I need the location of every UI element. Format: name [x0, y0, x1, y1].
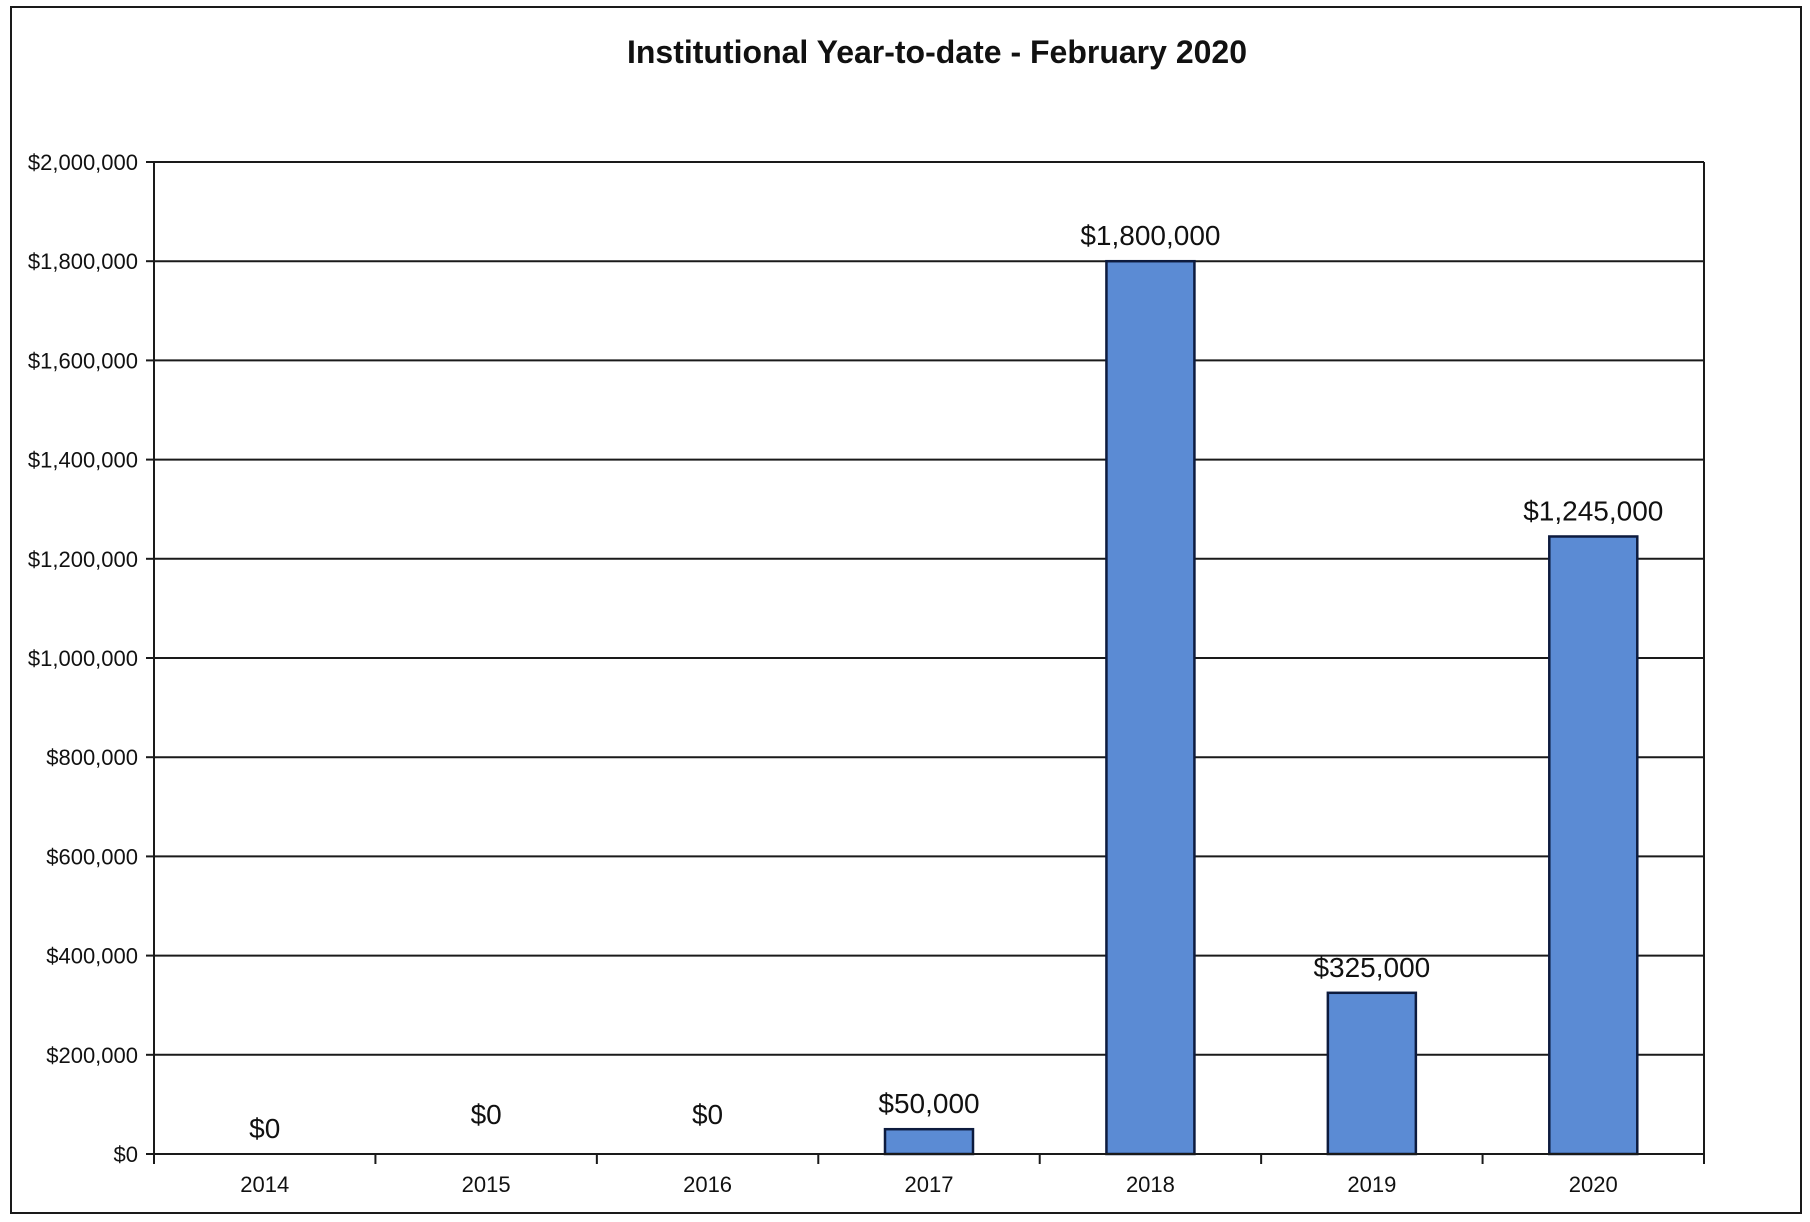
x-tick-label: 2014: [240, 1172, 289, 1197]
y-tick-label: $200,000: [46, 1043, 138, 1068]
bar-2019: [1326, 991, 1418, 1156]
y-tick-label: $1,200,000: [28, 547, 138, 572]
chart-frame: [10, 6, 1802, 1214]
data-label-2015: $0: [471, 1099, 502, 1130]
y-tick-label: $800,000: [46, 745, 138, 770]
x-tick-label: 2018: [1126, 1172, 1175, 1197]
x-axis-tick-labels: 2014 2015 2016 2017 2018 2019 2020: [240, 1172, 1618, 1197]
x-tick-label: 2017: [905, 1172, 954, 1197]
x-tick-label: 2020: [1569, 1172, 1618, 1197]
y-tick-label: $600,000: [46, 844, 138, 869]
data-label-2016: $0: [692, 1099, 723, 1130]
data-label-2017: $50,000: [878, 1088, 979, 1119]
y-tick-label: $2,000,000: [28, 150, 138, 175]
bar-2020: [1548, 535, 1639, 1156]
y-tick-label: $1,000,000: [28, 646, 138, 671]
bar-2017: [883, 1127, 975, 1156]
gridlines: [154, 161, 1704, 1056]
y-tick-label: $0: [114, 1142, 138, 1167]
y-tick-label: $1,800,000: [28, 249, 138, 274]
y-tick-label: $1,400,000: [28, 448, 138, 473]
axes: [146, 161, 1705, 1164]
data-label-2019: $325,000: [1313, 952, 1430, 983]
y-tick-label: $400,000: [46, 944, 138, 969]
data-label-2018: $1,800,000: [1080, 220, 1220, 251]
data-label-2020: $1,245,000: [1523, 495, 1663, 526]
x-tick-label: 2016: [683, 1172, 732, 1197]
data-label-2014: $0: [249, 1113, 280, 1144]
x-tick-label: 2019: [1347, 1172, 1396, 1197]
bars: [883, 259, 1639, 1156]
data-labels: $0 $0 $0 $50,000 $1,800,000 $325,000 $1,245,00…: [249, 220, 1663, 1144]
y-axis-tick-labels: $0 $200,000 $400,000 $600,000 $800,000 $1,000…: [28, 150, 138, 1167]
y-tick-label: $1,600,000: [28, 348, 138, 373]
bar-2018: [1105, 259, 1196, 1156]
chart-title: Institutional Year-to-date - February 20…: [627, 34, 1247, 70]
x-tick-label: 2015: [462, 1172, 511, 1197]
